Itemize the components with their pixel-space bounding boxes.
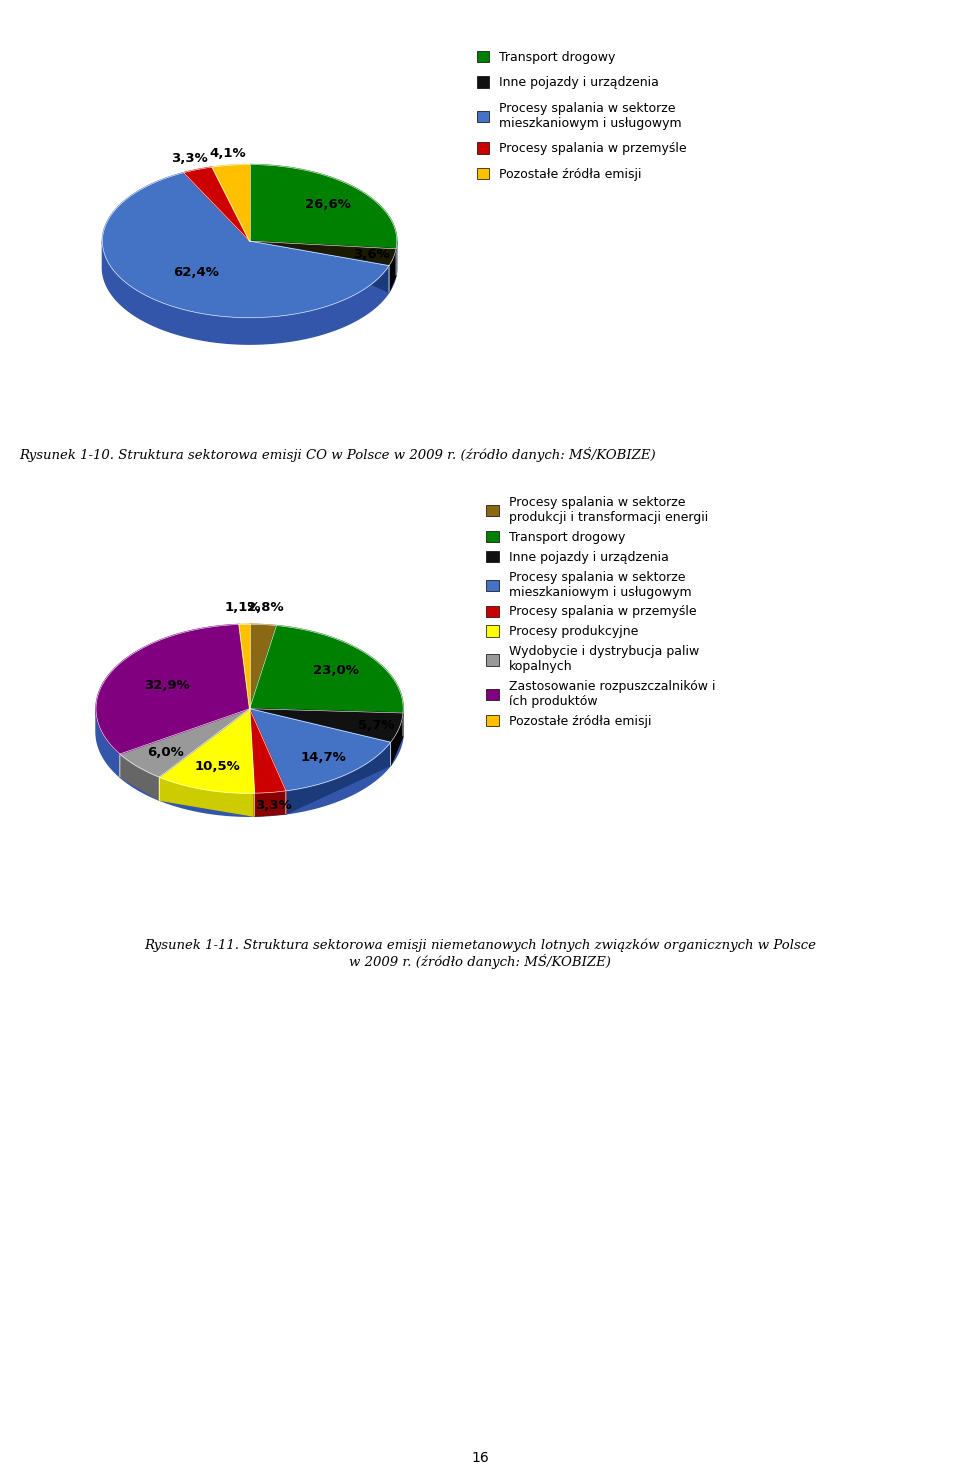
Text: 62,4%: 62,4% <box>174 266 220 279</box>
Polygon shape <box>250 165 396 249</box>
Polygon shape <box>183 172 389 292</box>
Polygon shape <box>254 791 286 816</box>
Polygon shape <box>103 240 396 344</box>
Polygon shape <box>250 709 286 792</box>
Polygon shape <box>389 249 396 292</box>
Text: 3,3%: 3,3% <box>255 798 292 812</box>
Text: 23,0%: 23,0% <box>313 665 359 677</box>
Text: 3,6%: 3,6% <box>353 248 391 261</box>
Polygon shape <box>239 625 250 709</box>
Polygon shape <box>250 240 396 266</box>
Polygon shape <box>103 172 389 318</box>
Polygon shape <box>120 754 159 800</box>
Text: 3,3%: 3,3% <box>172 153 208 165</box>
Polygon shape <box>250 709 403 742</box>
Polygon shape <box>159 709 254 794</box>
Polygon shape <box>96 625 250 754</box>
Text: 10,5%: 10,5% <box>194 760 240 773</box>
Legend: Transport drogowy, Inne pojazdy i urządzenia, Procesy spalania w sektorze
mieszk: Transport drogowy, Inne pojazdy i urządz… <box>477 50 686 181</box>
Polygon shape <box>250 626 403 712</box>
Text: 32,9%: 32,9% <box>144 680 190 693</box>
Text: Rysunek 1-11. Struktura sektorowa emisji niemetanowych lotnych związków organicz: Rysunek 1-11. Struktura sektorowa emisji… <box>144 938 816 969</box>
Text: 14,7%: 14,7% <box>301 751 347 764</box>
Polygon shape <box>120 709 250 778</box>
Text: 26,6%: 26,6% <box>305 197 351 211</box>
Polygon shape <box>96 709 403 816</box>
Polygon shape <box>183 168 250 240</box>
Polygon shape <box>286 742 391 813</box>
Text: 1,1%: 1,1% <box>225 601 261 614</box>
Polygon shape <box>250 625 276 709</box>
Polygon shape <box>250 709 391 791</box>
Polygon shape <box>159 778 254 816</box>
Text: 6,0%: 6,0% <box>147 745 184 758</box>
Text: 2,8%: 2,8% <box>248 601 284 614</box>
Text: Rysunek 1-10. Struktura sektorowa emisji CO w Polsce w 2009 r. (źródło danych: M: Rysunek 1-10. Struktura sektorowa emisji… <box>19 447 656 462</box>
Legend: Procesy spalania w sektorze
produkcji i transformacji energii, Transport drogowy: Procesy spalania w sektorze produkcji i … <box>487 496 715 729</box>
Text: 5,7%: 5,7% <box>358 718 395 732</box>
Text: 4,1%: 4,1% <box>209 147 246 160</box>
Text: 16: 16 <box>471 1451 489 1465</box>
Polygon shape <box>212 165 250 240</box>
Polygon shape <box>391 712 403 766</box>
